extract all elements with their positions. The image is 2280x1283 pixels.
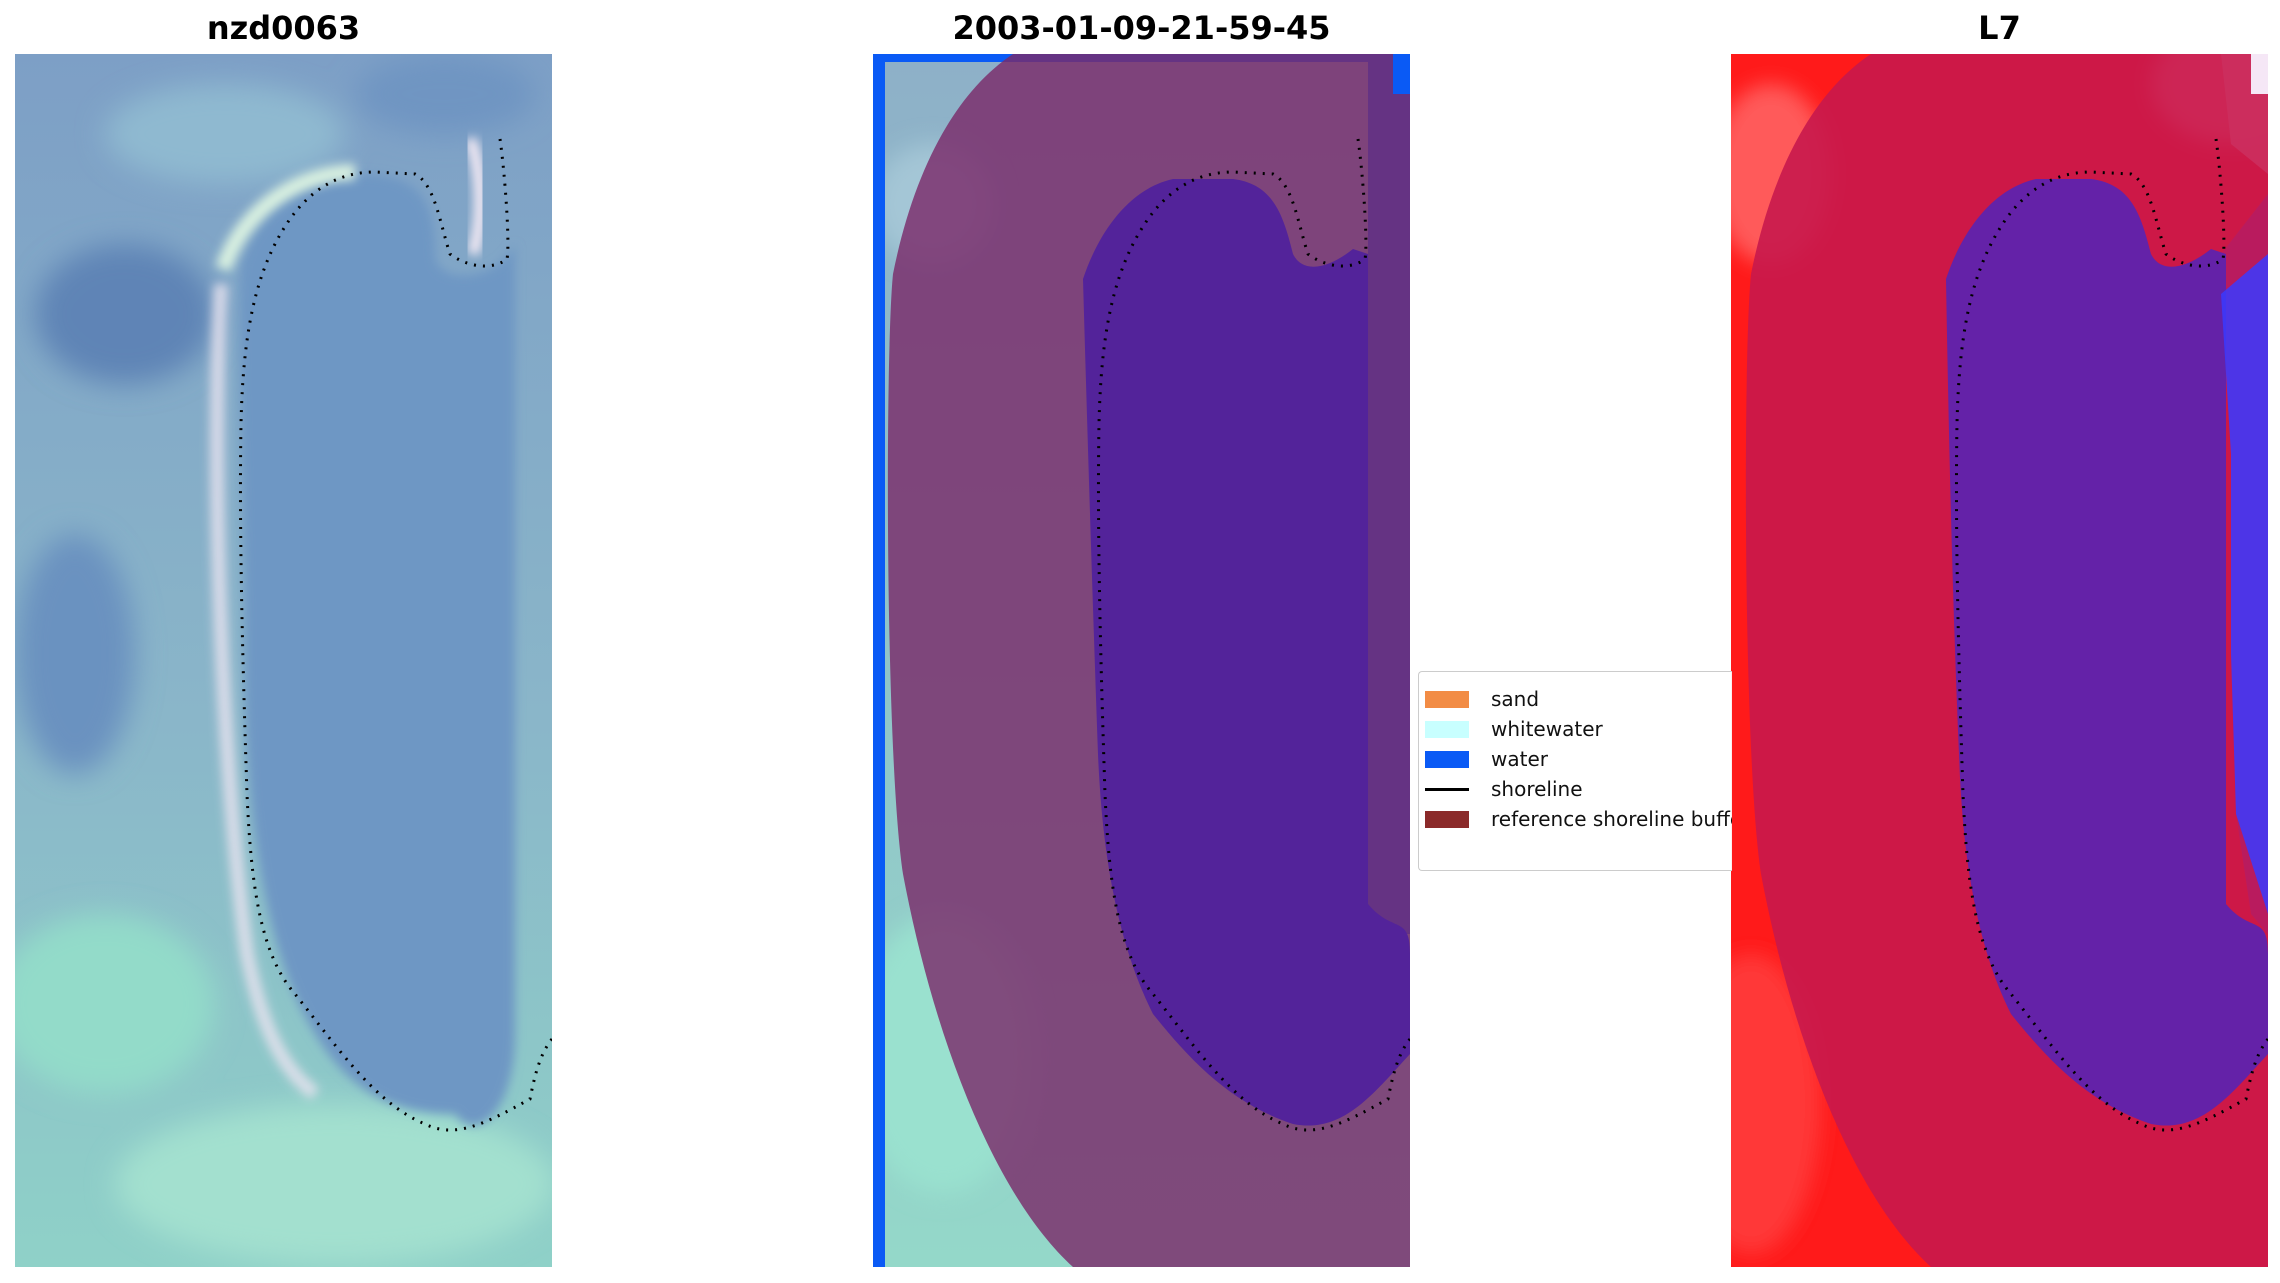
whitewater-swatch (1425, 720, 1469, 738)
panel-title-satellite: L7 (1978, 9, 2021, 47)
legend-label: reference shoreline buffer (1491, 807, 1732, 831)
shoreline-line-swatch (1425, 787, 1469, 791)
index-panel (1731, 54, 2268, 1267)
sand-swatch (1425, 690, 1469, 708)
legend-label: whitewater (1491, 717, 1603, 741)
classification-image (873, 54, 1410, 1267)
legend-label: shoreline (1491, 777, 1583, 801)
legend-item-whitewater: whitewater (1425, 715, 1603, 743)
legend-label: sand (1491, 687, 1540, 711)
rgb-image (15, 54, 552, 1267)
legend-item-water: water (1425, 745, 1548, 773)
legend-label: water (1491, 747, 1548, 771)
panel-title-rgb: nzd0063 (206, 9, 361, 47)
buffer-swatch (1425, 810, 1469, 828)
legend-item-sand: sand (1425, 685, 1539, 713)
shoreline-trace (1096, 138, 1410, 1132)
shoreline-trace (238, 138, 552, 1132)
index-image (1731, 54, 2268, 1267)
classification-panel (873, 54, 1410, 1267)
shoreline-trace (1954, 138, 2268, 1132)
rgb-image-panel (15, 54, 552, 1267)
legend-item-reference-buffer: reference shoreline buffer (1425, 805, 1732, 833)
panel-title-date: 2003-01-09-21-59-45 (952, 9, 1331, 47)
water-swatch (1425, 750, 1469, 768)
legend: sand whitewater water shoreline referenc… (1418, 671, 1732, 871)
legend-item-shoreline: shoreline (1425, 775, 1583, 803)
